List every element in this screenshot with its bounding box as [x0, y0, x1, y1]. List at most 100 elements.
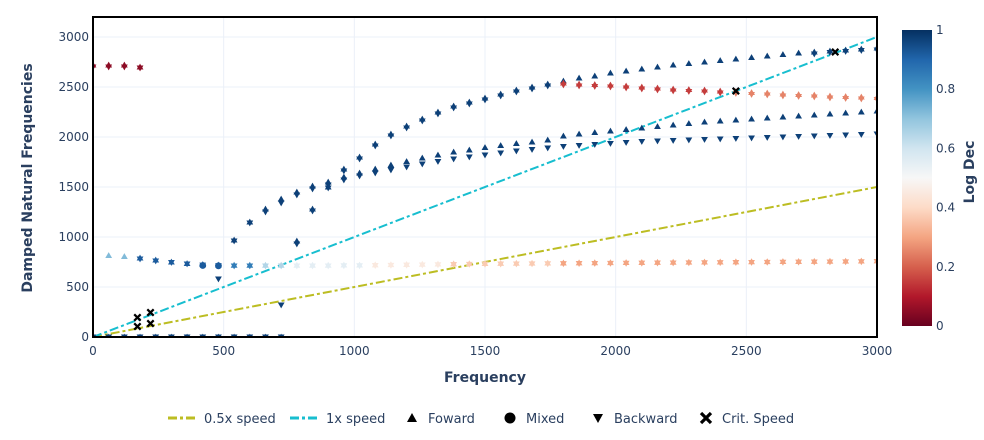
backward-point [810, 51, 818, 58]
backward-point [638, 86, 646, 93]
backward-point [136, 256, 144, 263]
forward-point [779, 51, 787, 58]
backward-point [842, 132, 850, 139]
forward-point [403, 158, 410, 165]
backward-point [669, 260, 677, 267]
backward-point [403, 125, 410, 132]
backward-point [857, 96, 865, 103]
backward-point [857, 47, 865, 54]
backward-point [387, 133, 395, 140]
y-tick-label: 0 [81, 330, 89, 344]
forward-point [763, 114, 771, 121]
forward-point [795, 49, 802, 56]
backward-point [575, 142, 583, 149]
legend-item: Mixed [504, 412, 564, 427]
forward-point [277, 195, 285, 202]
x-axis-title: Frequency [444, 370, 526, 386]
x-tick-label: 2000 [600, 344, 631, 358]
backward-point [763, 134, 771, 141]
legend-triangle-up-icon [407, 413, 417, 422]
backward-point [685, 137, 693, 144]
backward-point [716, 260, 724, 267]
legend-label: Foward [428, 412, 475, 427]
backward-point [826, 132, 834, 139]
forward-point [544, 136, 552, 143]
backward-point [450, 105, 458, 112]
backward-point [732, 135, 740, 142]
forward-point [716, 117, 724, 124]
colorbar-gradient [902, 30, 932, 326]
legend: 0.5x speed 1x speed Foward Mixed Backward Cri… [168, 411, 794, 427]
backward-point [810, 94, 818, 101]
backward-point [857, 131, 865, 138]
forward-point [528, 138, 536, 145]
backward-point [748, 135, 755, 142]
backward-point [622, 85, 630, 92]
backward-point [544, 145, 552, 152]
y-tick-labels: 0 500 1000 1500 2000 2500 3000 [58, 30, 89, 344]
backward-point [309, 263, 316, 270]
legend-item: 0.5x speed [168, 412, 276, 427]
legend-item: Backward [593, 412, 678, 427]
legend-label: Crit. Speed [722, 412, 794, 427]
backward-point [387, 262, 395, 269]
backward-point [826, 95, 834, 102]
backward-point [356, 173, 363, 180]
backward-point [669, 88, 677, 95]
backward-point [371, 170, 379, 177]
backward-point [403, 262, 410, 269]
backward-point [418, 262, 426, 269]
backward-point [434, 111, 442, 118]
colorbar: 0 0.2 0.4 0.6 0.8 1 Log Dec [902, 23, 978, 333]
backward-point [512, 89, 520, 96]
legend-item: Foward [407, 412, 475, 427]
backward-point [215, 276, 222, 283]
forward-point [622, 67, 630, 74]
forward-point [857, 108, 865, 115]
backward-point [230, 263, 238, 270]
backward-point [591, 141, 599, 148]
legend-triangle-down-icon [593, 414, 603, 423]
y-tick-label: 2500 [58, 80, 89, 94]
forward-point [732, 55, 740, 62]
backward-point [560, 261, 567, 268]
backward-point [497, 93, 505, 100]
backward-point [183, 261, 191, 268]
forward-point [685, 60, 693, 67]
backward-point [497, 150, 505, 157]
backward-point [105, 64, 113, 71]
x-tick-label: 500 [212, 344, 235, 358]
colorbar-title: Log Dec [962, 141, 978, 204]
backward-point [371, 263, 379, 269]
legend-x-icon [699, 411, 713, 425]
backward-point [277, 302, 285, 309]
forward-point [716, 57, 724, 64]
mixed-point [215, 262, 222, 270]
forward-point [512, 140, 520, 147]
forward-point [669, 61, 677, 68]
backward-point [434, 262, 442, 269]
backward-point [638, 260, 646, 267]
backward-point [607, 260, 614, 267]
forward-point [120, 253, 128, 260]
x-tick-label: 1000 [339, 344, 370, 358]
backward-point [371, 143, 379, 150]
forward-point [701, 58, 708, 65]
backward-point [748, 91, 755, 98]
backward-point [434, 158, 442, 165]
crit-speed-point [146, 319, 155, 328]
x-tick-label: 1500 [470, 344, 501, 358]
backward-point [685, 88, 693, 95]
backward-point [779, 134, 787, 141]
backward-point [356, 263, 363, 270]
backward-point [654, 87, 661, 94]
backward-point [763, 259, 771, 266]
backward-point [450, 156, 458, 163]
forward-point [591, 129, 599, 136]
backward-point [136, 65, 144, 72]
backward-point [528, 86, 536, 93]
backward-point [262, 263, 269, 270]
forward-point [497, 142, 505, 149]
backward-point [120, 64, 128, 71]
